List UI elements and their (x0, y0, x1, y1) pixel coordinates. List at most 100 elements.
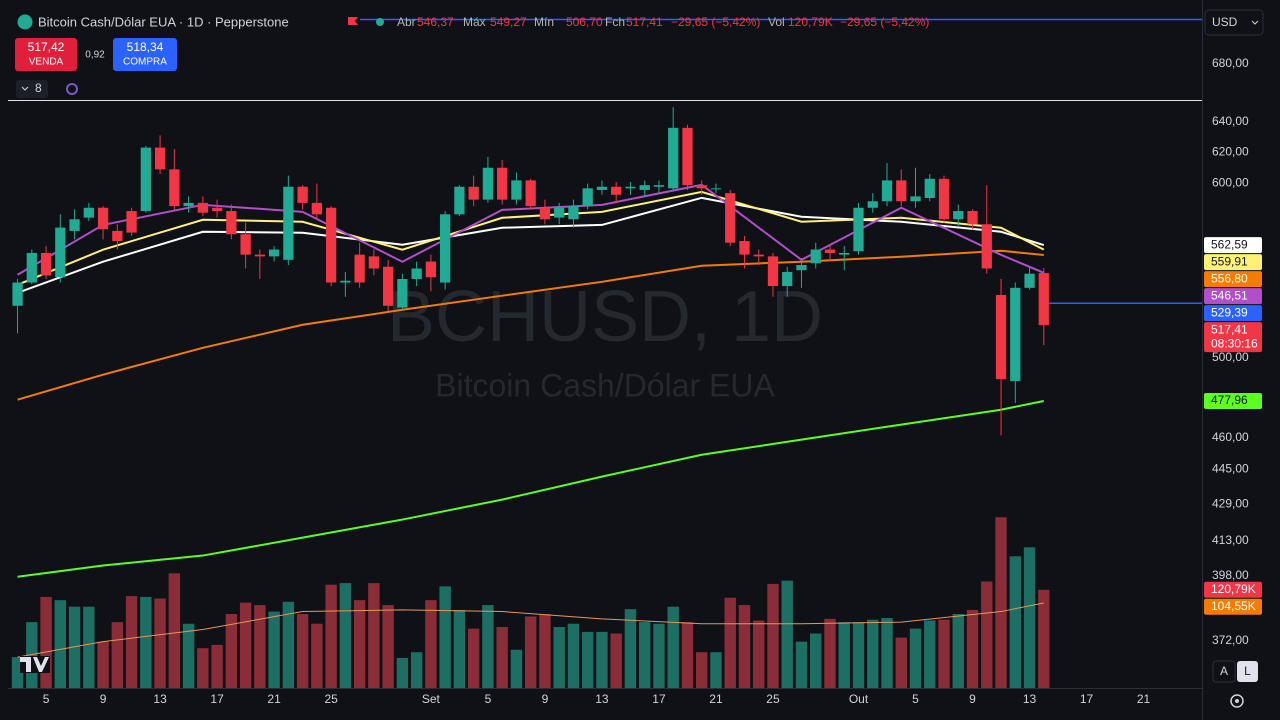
volume-bar (524, 616, 537, 688)
y-tick-label: 500,00 (1212, 350, 1249, 364)
sell-price[interactable]: 517,42 (28, 40, 65, 54)
high-label: Máx (463, 15, 486, 29)
volume-bar (83, 606, 95, 688)
candle-body (596, 186, 608, 190)
candle-body (639, 185, 650, 190)
candle-body (468, 186, 479, 200)
volume-bar (40, 596, 52, 688)
price-badge (1204, 392, 1262, 409)
buy-label[interactable]: COMPRA (123, 57, 167, 68)
volume-bar (510, 649, 523, 688)
candle-body (440, 214, 451, 283)
chevron-icon[interactable] (1251, 20, 1259, 25)
loading-icon (66, 83, 78, 95)
volume-bar (824, 618, 836, 688)
indicators-count[interactable]: 8 (35, 81, 42, 95)
volume-bar (781, 580, 793, 688)
symbol-logo (17, 14, 33, 30)
candle-body (26, 252, 37, 283)
candle-body (311, 202, 323, 215)
x-tick-label: 13 (153, 692, 167, 706)
candle-body (696, 185, 707, 189)
volume-bar (610, 633, 622, 688)
volume-bar (197, 648, 209, 688)
volume-bar (1023, 547, 1036, 688)
price-badge-label: 559,91 (1211, 254, 1248, 268)
log-scale-button[interactable] (1237, 661, 1258, 682)
y-tick-label: 620,00 (1212, 144, 1249, 158)
volume-bar (596, 631, 608, 688)
volume-bar (924, 620, 936, 688)
currency[interactable]: USD (1212, 15, 1238, 29)
volume-bar (282, 601, 295, 688)
volume-bar (211, 644, 223, 688)
volume-bar (539, 613, 551, 688)
volume-bar (624, 609, 637, 688)
candle-body (197, 202, 208, 213)
candle-body (653, 185, 665, 187)
volume-bar (268, 611, 280, 688)
volume-bar (425, 600, 437, 688)
settings-icon-center[interactable] (1235, 699, 1239, 703)
spread: 0,92 (85, 50, 105, 61)
x-tick-label: 17 (210, 692, 224, 706)
price-badge (1204, 305, 1262, 322)
x-tick-label: 17 (652, 692, 666, 706)
volume-bar (581, 631, 594, 688)
x-tick-label: Set (422, 692, 441, 706)
currency-select[interactable] (1204, 9, 1264, 36)
candle-body (268, 249, 280, 257)
volume-bar (296, 613, 309, 688)
candle-body (397, 278, 408, 308)
sell-label[interactable]: VENDA (29, 57, 64, 68)
volume-bar (125, 596, 138, 688)
volume-bar (325, 584, 337, 688)
price-badge-label: 529,39 (1211, 305, 1248, 319)
x-tick-label: 21 (709, 692, 723, 706)
volume-bar (852, 622, 865, 688)
symbol-title[interactable]: Bitcoin Cash/Dólar EUA · 1D · Pepperston… (38, 14, 289, 29)
settings-icon[interactable] (1230, 694, 1244, 708)
log-scale-label[interactable]: L (1244, 664, 1251, 678)
buy-button[interactable] (113, 38, 177, 71)
candle-body (368, 256, 380, 269)
volume-bar (638, 622, 651, 688)
y-tick-label: 445,00 (1212, 461, 1249, 475)
indicators-toggle[interactable] (16, 80, 48, 98)
price-badge-label: 517,41 (1211, 322, 1248, 336)
candle-body (967, 211, 978, 225)
candle-body (183, 202, 194, 207)
auto-scale-button[interactable] (1212, 660, 1236, 683)
candle-body (582, 188, 593, 207)
buy-price[interactable]: 518,34 (127, 40, 164, 54)
volume-bar (482, 605, 494, 688)
candle-body (796, 265, 807, 271)
tv-logo[interactable] (20, 657, 49, 672)
candle-body (482, 167, 494, 200)
price-badge-label: 08:30:16 (1211, 336, 1258, 350)
candle-body (554, 207, 565, 218)
candle-body (425, 261, 437, 278)
volume-bar (981, 581, 993, 688)
flag-icon[interactable] (348, 17, 358, 25)
candle-body (710, 188, 722, 190)
y-tick-label: 398,00 (1212, 568, 1249, 582)
price-badge (1204, 254, 1262, 271)
sell-button[interactable] (15, 38, 77, 71)
candle-body (126, 211, 137, 233)
price-badge-label: 546,51 (1211, 288, 1248, 302)
volume-bar (938, 619, 950, 688)
volume-bar (667, 606, 679, 688)
y-tick-label: 680,00 (1212, 56, 1249, 70)
volume-bar (467, 628, 480, 688)
chevron-icon[interactable] (21, 86, 29, 91)
volume-bar (838, 622, 850, 688)
volume-bar (881, 618, 893, 688)
candle-body (725, 193, 736, 243)
x-tick-label: 13 (595, 692, 609, 706)
volume-bar (795, 641, 808, 688)
auto-scale-label[interactable]: A (1220, 664, 1228, 678)
close-value: 517,41 (626, 15, 663, 29)
volume-bar (553, 627, 565, 688)
